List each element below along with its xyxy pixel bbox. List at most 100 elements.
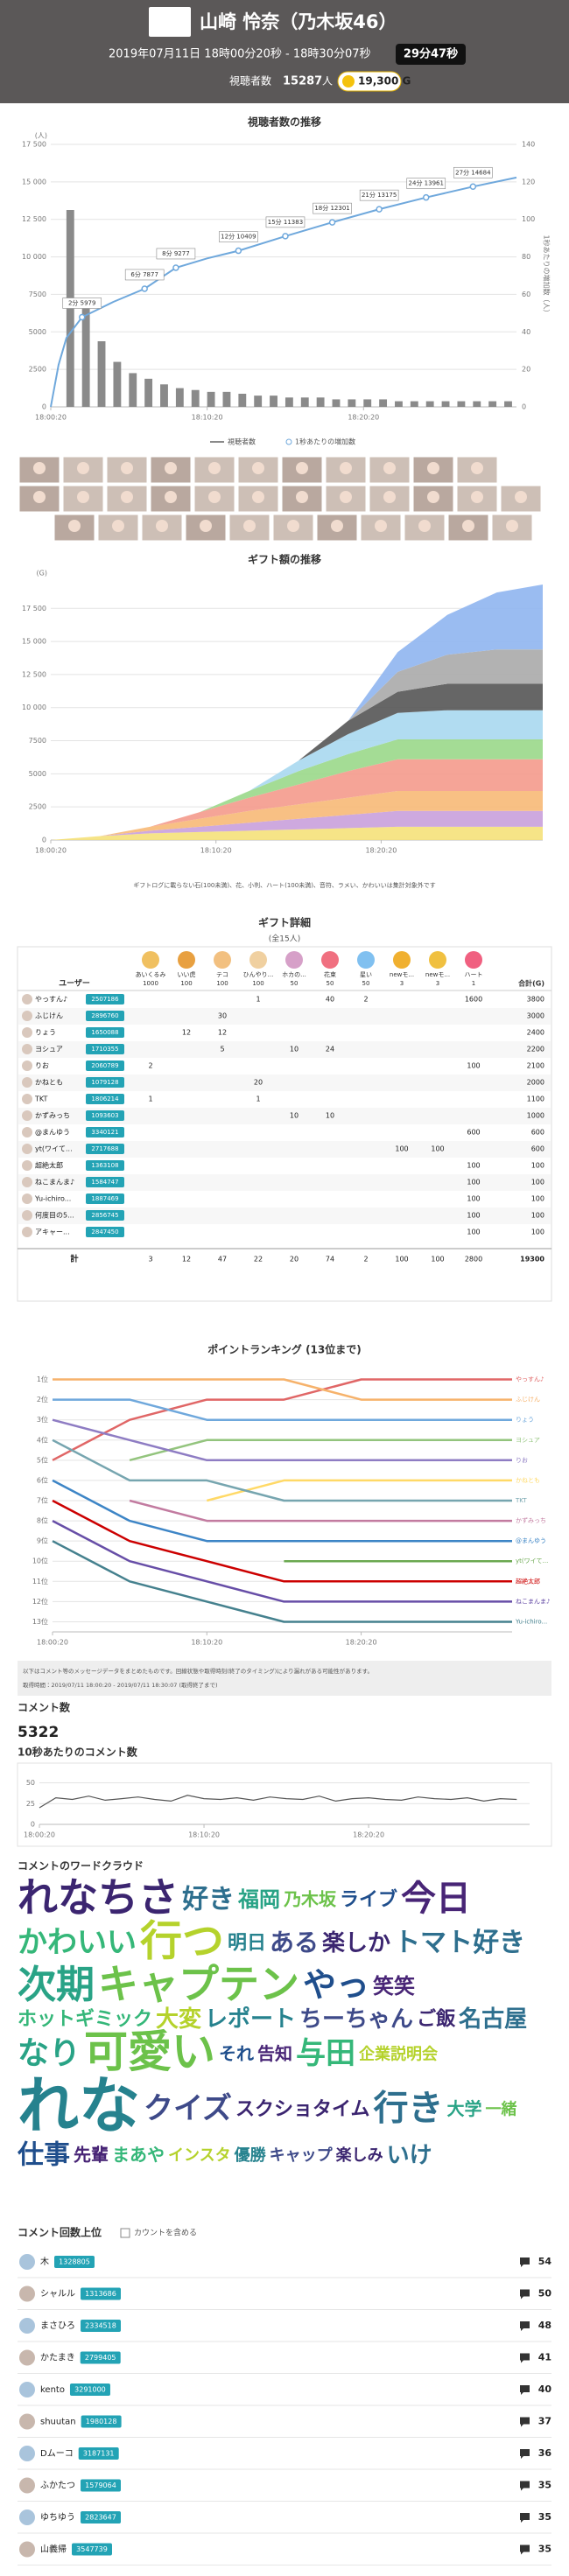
user-id: 1363108 [91, 1162, 118, 1169]
annotation-label: 2分 5979 [68, 299, 96, 307]
gift-icon [142, 951, 159, 969]
y-tick-label: 7位 [37, 1496, 48, 1505]
comment-chart-box [17, 1762, 552, 1847]
y-tick-label: 25 [26, 1800, 35, 1808]
commenter-id-badge [78, 2447, 119, 2460]
thumbnail-face [156, 520, 168, 532]
commenter-name: かたまき [40, 2353, 75, 2363]
y-tick-label: 13位 [32, 1617, 48, 1626]
thumbnail-face [287, 520, 299, 532]
thumbnail-face [33, 491, 46, 503]
user-avatar [22, 1194, 32, 1204]
gift-cost: 100 [216, 980, 228, 987]
row-total: 600 [531, 1129, 544, 1137]
gift-area [51, 739, 543, 840]
gift-count: 20 [254, 1079, 263, 1087]
y-tick-label: 7500 [29, 737, 46, 745]
commenter-id-badge [69, 2384, 110, 2396]
gift-area [51, 710, 543, 840]
thumbnail-face [121, 491, 133, 503]
user-id-badge [86, 1127, 124, 1138]
thumbnail [62, 456, 104, 484]
thumbnail-face [68, 520, 81, 532]
user-id: 1887469 [91, 1195, 118, 1202]
x-tick-label: 18:10:20 [188, 1831, 220, 1839]
thumbnail-face [471, 491, 483, 503]
column-total: 2800 [465, 1256, 482, 1264]
y2-tick-label: 140 [522, 141, 535, 149]
y-tick-label: 4位 [37, 1435, 48, 1444]
gift-area [51, 791, 543, 840]
increase-bar [207, 391, 215, 407]
increase-bar [348, 399, 356, 407]
rank-name: Yu-ichiro... [515, 1618, 547, 1625]
cloud-word: 楽しか [322, 1930, 390, 1956]
total-label: 計 [70, 1254, 78, 1264]
gift-name: いい虎 [178, 970, 196, 978]
user-avatar [22, 994, 32, 1004]
rank-name: ねこまんま♪ [516, 1598, 550, 1605]
increase-bar [284, 397, 293, 407]
thumbnail-face [296, 491, 308, 503]
rank-name: yt(ワイて... [516, 1558, 548, 1564]
increase-bar [457, 401, 466, 407]
gift-icon [249, 951, 267, 969]
increase-bar [504, 401, 512, 407]
commenter-id: 2334518 [85, 2322, 116, 2330]
increase-bar [332, 399, 341, 407]
annotation-box [313, 202, 352, 214]
gift-icon [285, 951, 303, 969]
y-tick-label: 2位 [37, 1395, 48, 1404]
ranking-title: コメント回数上位 [18, 2226, 102, 2239]
comment-count-value: 5322 [18, 1724, 59, 1741]
cloud-word: やっ [303, 1965, 369, 2004]
commenter-name: 木 [40, 2257, 49, 2267]
gift-icon [321, 951, 339, 969]
rank-line [53, 1398, 512, 1421]
annotation-box [62, 298, 102, 309]
gift-count: 100 [395, 1145, 408, 1153]
commenter-avatar [19, 2446, 35, 2461]
commenter-id: 3547739 [76, 2545, 108, 2553]
column-header: 合計(G) [517, 979, 544, 988]
thumbnail [404, 514, 446, 542]
user-id: 2507186 [91, 996, 119, 1003]
commenter-id-badge [81, 2287, 121, 2300]
y-tick-label: 5000 [29, 770, 46, 778]
column-total: 20 [290, 1256, 299, 1264]
user-name: TKT [34, 1096, 48, 1103]
grand-total: 19300 [520, 1256, 544, 1264]
increase-bar [81, 304, 90, 407]
increase-bar [270, 396, 277, 407]
cloud-word: 一緒 [486, 2100, 517, 2119]
speech-icon [520, 2321, 530, 2331]
gift-name: 星い [360, 971, 372, 978]
x-tick-label: 18:00:20 [35, 847, 67, 855]
y-tick-label: 0 [31, 1821, 35, 1829]
row-total: 600 [531, 1145, 544, 1153]
thumbnail-face [383, 462, 396, 474]
rank-line [52, 1418, 512, 1462]
commenter-name: まさひろ [40, 2320, 75, 2331]
cloud-word: スクショタイム [235, 2099, 370, 2121]
user-id: 2896760 [91, 1012, 118, 1019]
annotation-point [172, 264, 179, 271]
rank-line [52, 1519, 512, 1603]
column-total: 3 [148, 1256, 152, 1264]
row-total: 2400 [527, 1029, 544, 1037]
commenter-id-badge [81, 2511, 121, 2524]
increase-bar [97, 341, 106, 407]
rank-name: ヨシュア [516, 1437, 540, 1444]
viewers-label: 視聴者数 [229, 74, 271, 88]
commenter-name: Dムーコ [40, 2448, 74, 2459]
x-tick-label: 18:20:20 [365, 847, 397, 855]
y-tick-label: 7500 [29, 290, 46, 298]
gift-count: 2 [363, 996, 368, 1004]
cloud-word: れな [18, 2070, 140, 2142]
checkbox[interactable] [120, 2228, 130, 2238]
increase-bar [238, 394, 247, 407]
user-avatar [22, 1094, 32, 1104]
gift-count: 600 [467, 1129, 480, 1137]
gift-area [51, 759, 543, 840]
row-stripe [18, 1141, 551, 1158]
